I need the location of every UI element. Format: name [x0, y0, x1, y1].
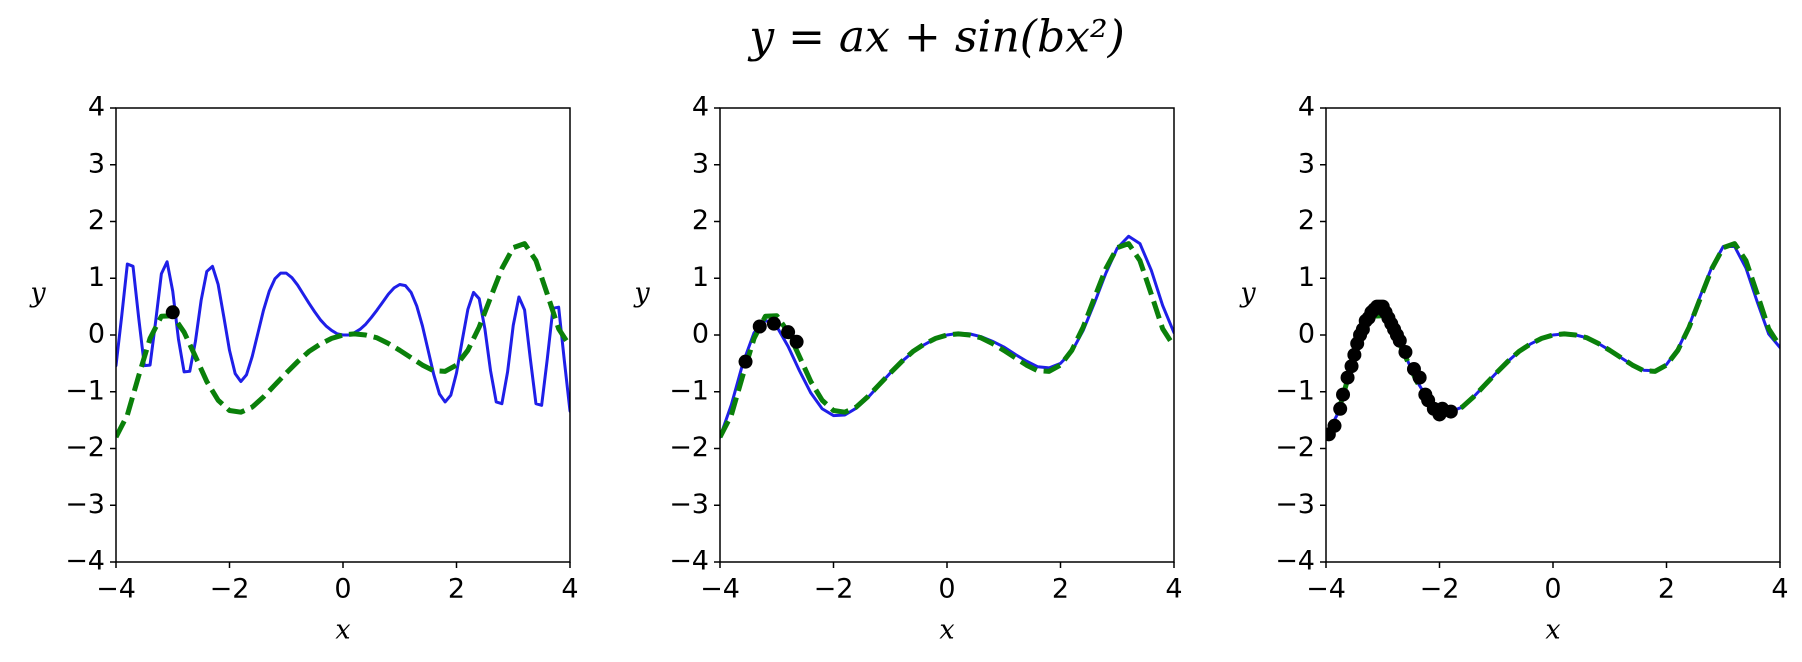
x-tick-label: −2	[814, 574, 854, 605]
x-axis-label: x	[1545, 615, 1560, 646]
y-tick-label: 1	[1298, 262, 1315, 293]
x-tick-label: 2	[448, 574, 465, 605]
y-tick-label: −4	[669, 546, 709, 577]
x-tick-label: 4	[1165, 574, 1182, 605]
y-tick-label: 0	[1298, 319, 1315, 350]
scatter-point	[1412, 370, 1427, 385]
scatter-point	[1336, 387, 1351, 402]
y-tick-label: 2	[1298, 205, 1315, 236]
x-tick-label: −4	[96, 574, 136, 605]
scatter-point	[1347, 347, 1362, 362]
y-tick-label: −2	[1275, 432, 1315, 463]
plot-area	[116, 241, 570, 439]
y-tick-label: 1	[692, 262, 709, 293]
x-tick-label: 0	[938, 574, 955, 605]
plot-area	[720, 234, 1174, 439]
y-tick-label: 2	[692, 205, 709, 236]
x-tick-label: 4	[561, 574, 578, 605]
subplot: −4 −2 0 2 4 −4 −3 −2 −1 0 1 2 3 4 x y	[29, 92, 578, 646]
y-tick-label: 1	[88, 262, 105, 293]
y-tick-label: −3	[1275, 489, 1315, 520]
subplot: −4 −2 0 2 4 −4 −3 −2 −1 0 1 2 3 4 x y	[633, 92, 1182, 646]
scatter-point	[738, 354, 753, 369]
x-tick-label: −2	[210, 574, 250, 605]
y-tick-label: 0	[692, 319, 709, 350]
y-tick-label: 4	[692, 92, 709, 123]
figure-title: y = ax + sin(bx²)	[747, 12, 1125, 63]
x-tick-label: 4	[1771, 574, 1788, 605]
y-tick-label: 3	[88, 148, 105, 179]
y-axis-label: y	[29, 278, 46, 309]
scatter-point	[1443, 404, 1458, 419]
scatter-point	[1333, 401, 1348, 416]
x-tick-label: −4	[700, 574, 740, 605]
y-tick-label: −4	[65, 546, 105, 577]
y-tick-label: −2	[669, 432, 709, 463]
scatter-point	[781, 325, 796, 340]
y-tick-label: 4	[88, 92, 105, 123]
subplot: −4 −2 0 2 4 −4 −3 −2 −1 0 1 2 3 4 x y	[1239, 92, 1788, 646]
scatter-point	[752, 319, 767, 334]
y-tick-label: −1	[1275, 375, 1315, 406]
x-axis-label: x	[335, 615, 350, 646]
scatter-point	[1398, 345, 1413, 360]
scatter-point	[766, 316, 781, 331]
scatter-point	[1327, 418, 1342, 433]
scatter-point	[165, 305, 180, 320]
axes-frame	[719, 107, 1175, 563]
y-tick-label: 3	[692, 148, 709, 179]
y-tick-label: 0	[88, 319, 105, 350]
scatter-point	[1344, 359, 1359, 374]
axes-frame	[1325, 107, 1781, 563]
y-tick-label: 4	[1298, 92, 1315, 123]
y-axis-label: y	[633, 278, 650, 309]
plot-area	[1326, 241, 1780, 442]
y-tick-label: 3	[1298, 148, 1315, 179]
scatter-point	[789, 334, 804, 349]
x-tick-label: −2	[1420, 574, 1460, 605]
solid-line	[116, 260, 570, 413]
dashed-line	[116, 241, 570, 439]
axes-frame	[115, 107, 571, 563]
scatter-point	[1392, 333, 1407, 348]
y-tick-label: −1	[65, 375, 105, 406]
y-axis-label: y	[1239, 278, 1256, 309]
y-tick-label: −4	[1275, 546, 1315, 577]
y-tick-label: −1	[669, 375, 709, 406]
x-tick-label: 0	[334, 574, 351, 605]
y-tick-label: −3	[669, 489, 709, 520]
x-tick-label: −4	[1306, 574, 1346, 605]
scatter-point	[1340, 370, 1355, 385]
x-tick-label: 2	[1658, 574, 1675, 605]
x-tick-label: 2	[1052, 574, 1069, 605]
x-axis-label: x	[939, 615, 954, 646]
y-tick-label: −3	[65, 489, 105, 520]
y-tick-label: −2	[65, 432, 105, 463]
y-tick-label: 2	[88, 205, 105, 236]
x-tick-label: 0	[1544, 574, 1561, 605]
